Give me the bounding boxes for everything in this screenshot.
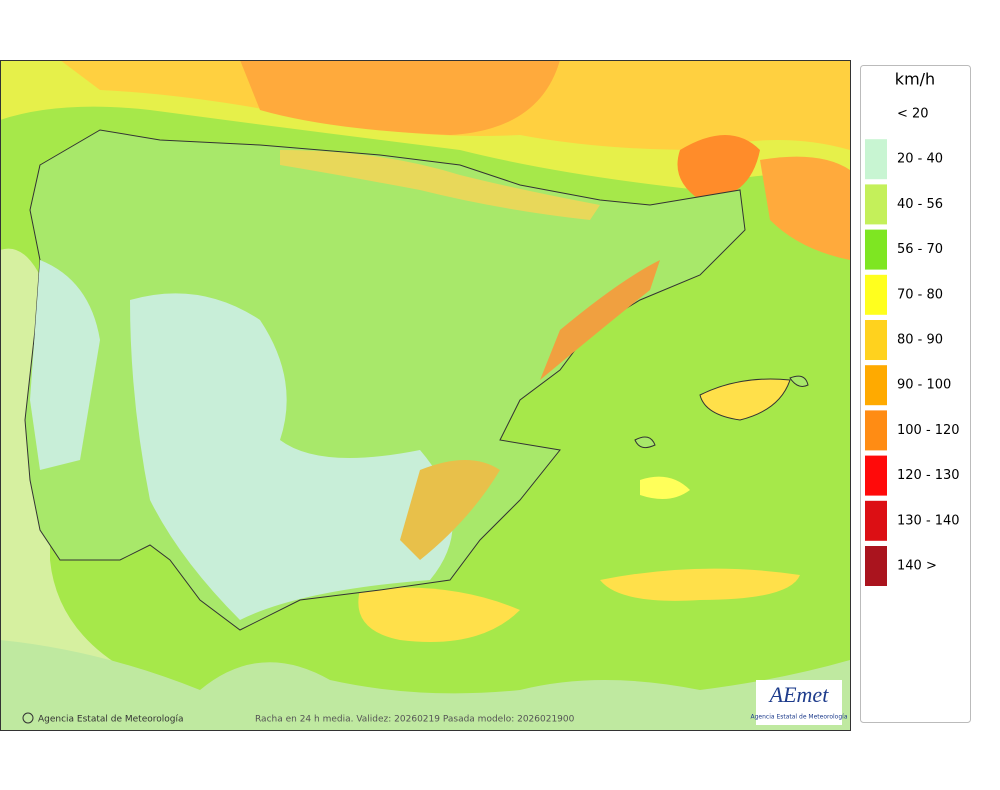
gust-zone xyxy=(760,156,850,260)
island xyxy=(699,378,791,421)
legend-swatch xyxy=(865,184,887,225)
gust-zone xyxy=(600,568,800,601)
gust-zone xyxy=(358,587,520,642)
legend-box xyxy=(860,65,971,723)
africa-coast xyxy=(0,640,850,730)
legend-label: 80 - 90 xyxy=(897,333,943,348)
legend-swatch xyxy=(865,546,887,586)
legend-swatch xyxy=(865,94,887,134)
caption: Racha en 24 h media. Validez: 20260219 P… xyxy=(255,715,575,725)
gust-zone xyxy=(677,135,760,200)
map-area xyxy=(0,60,850,730)
legend-label: 140 > xyxy=(897,559,937,574)
mountain-gust xyxy=(400,460,500,560)
island xyxy=(634,436,656,449)
low-gust-zone xyxy=(130,293,453,620)
legend-label: < 20 xyxy=(897,107,929,122)
legend-label: 56 - 70 xyxy=(897,242,943,257)
legend-swatch xyxy=(865,139,887,180)
legend-label: 120 - 130 xyxy=(897,468,960,483)
legend-swatch xyxy=(865,410,887,451)
credit: Agencia Estatal de Meteorología xyxy=(38,715,184,725)
legend-swatch xyxy=(865,365,887,406)
mountain-gust xyxy=(540,260,660,380)
legend-label: 20 - 40 xyxy=(897,152,943,167)
island xyxy=(789,375,809,387)
legend-title: km/h xyxy=(895,70,935,89)
legend-label: 90 - 100 xyxy=(897,378,951,393)
legend-swatch xyxy=(865,500,887,541)
legend-label: 130 - 140 xyxy=(897,513,960,528)
map-frame xyxy=(0,60,851,731)
legend-label: 100 - 120 xyxy=(897,423,960,438)
legend-swatch xyxy=(865,455,887,496)
gust-zone xyxy=(240,60,560,135)
logo-mark: AEmet xyxy=(768,682,830,707)
logo-text: Agencia Estatal de Meteorología xyxy=(751,714,848,721)
legend-label: 70 - 80 xyxy=(897,287,943,302)
mountain-gust xyxy=(280,150,600,220)
legend-swatch xyxy=(865,274,887,315)
legend: < 20 20 - 40 40 - 56 56 - 70 70 - 80 80 - 90 9… xyxy=(865,94,960,586)
copyright-icon xyxy=(22,712,34,724)
legend-swatch xyxy=(865,229,887,270)
low-gust-zone xyxy=(30,260,100,470)
logo-box xyxy=(756,680,842,725)
legend-swatch xyxy=(865,320,887,360)
gust-zone xyxy=(640,476,690,499)
legend-label: 40 - 56 xyxy=(897,197,943,212)
